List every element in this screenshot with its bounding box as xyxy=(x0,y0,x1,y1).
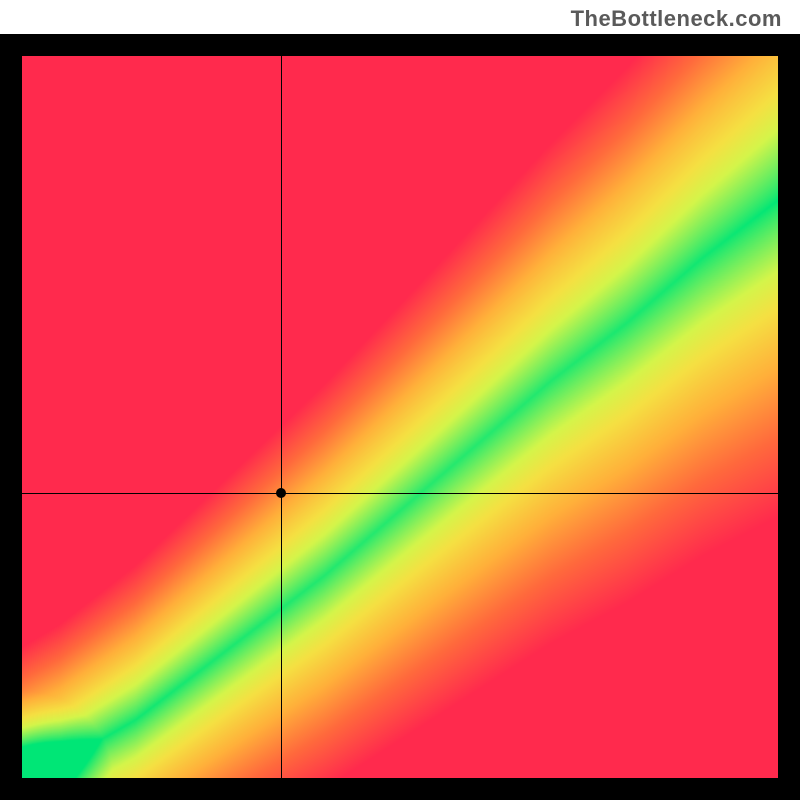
crosshair-vertical xyxy=(281,56,282,778)
crosshair-horizontal xyxy=(22,493,778,494)
crosshair-dot xyxy=(276,488,286,498)
bottleneck-heatmap xyxy=(0,34,800,800)
watermark-text: TheBottleneck.com xyxy=(571,6,782,32)
heatmap-canvas xyxy=(22,56,778,778)
